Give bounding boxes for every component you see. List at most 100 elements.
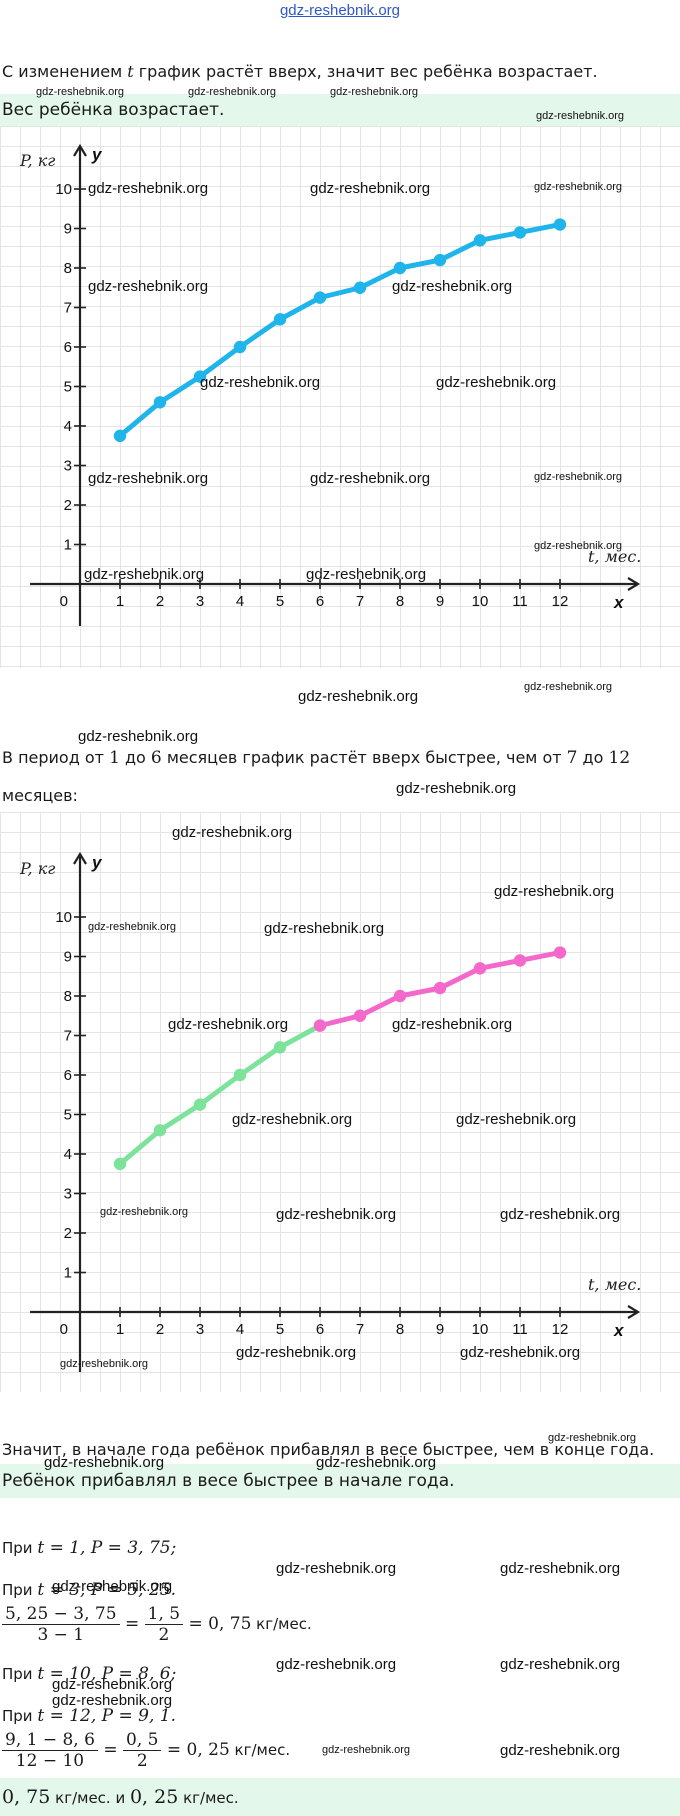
chart-2-container: 1 2 3 4 5 6 7 8 9 10 11 12 1 2 3 4 5 6 7 8 9 10 0 y P, кг x t, мес… xyxy=(0,812,680,1392)
origin-label: 0 xyxy=(60,593,68,610)
origin-label: 0 xyxy=(60,1321,68,1338)
period-c: месяцев график растёт вверх быстрее, чем… xyxy=(161,748,567,767)
calc-pri-4: При xyxy=(2,1707,38,1725)
series-line xyxy=(117,222,563,439)
watermark-text: gdz-reshebnik.org xyxy=(298,688,419,705)
res-2: = 0, 25 xyxy=(166,1740,230,1760)
x-tick-label: 4 xyxy=(236,593,244,610)
calc-pri-3: При xyxy=(2,1665,38,1683)
data-point xyxy=(553,218,567,231)
x-tick-label: 1 xyxy=(116,1321,124,1338)
x-tick-label: 2 xyxy=(156,593,164,610)
x-tick-label: 7 xyxy=(356,1321,364,1338)
data-point xyxy=(353,281,367,294)
data-point xyxy=(393,261,407,275)
x-tick-label: 12 xyxy=(552,1321,569,1338)
data-point xyxy=(273,313,287,326)
x-tick-label: 1 xyxy=(116,593,124,610)
intro-text: С изменением t график растёт вверх, знач… xyxy=(2,62,598,81)
res-1-unit: кг/мес. xyxy=(251,1615,312,1633)
y-tick-label: 7 xyxy=(64,1028,72,1045)
final-a: 0, 75 xyxy=(2,1786,51,1808)
intro-before: С изменением xyxy=(2,62,128,81)
watermark-text: gdz-reshebnik.org xyxy=(500,1656,621,1673)
final-c: 0, 25 xyxy=(129,1786,179,1808)
intro-after: график растёт вверх, значит вес ребёнка … xyxy=(133,62,598,81)
data-point xyxy=(433,981,447,995)
watermark-text: gdz-reshebnik.org xyxy=(78,728,199,745)
x-tick-label: 12 xyxy=(552,593,569,610)
watermark-text: gdz-reshebnik.org xyxy=(500,1742,621,1759)
frac-1b-num: 1, 5 xyxy=(144,1604,184,1625)
frac-1: 5, 25 − 3, 75 3 − 1 xyxy=(2,1604,120,1645)
watermark-text: gdz-reshebnik.org xyxy=(396,780,517,797)
data-point xyxy=(193,370,207,383)
calc-pri-2: При xyxy=(2,1581,38,1599)
data-point xyxy=(473,962,487,975)
y-tick-label: 1 xyxy=(64,537,72,554)
calc-line-3: При t = 10, P = 8, 6; xyxy=(2,1664,176,1684)
data-point xyxy=(153,396,167,409)
y-tick-label: 3 xyxy=(64,1186,72,1203)
frac-2-num: 9, 1 − 8, 6 xyxy=(2,1730,98,1751)
site-title-link[interactable]: gdz-reshebnik.org xyxy=(279,2,401,19)
conclusion-text: Значит, в начале года ребёнок прибавлял … xyxy=(2,1440,655,1459)
x-tick-label: 7 xyxy=(356,593,364,610)
y-tick-label: 4 xyxy=(64,1146,72,1163)
data-point xyxy=(153,1124,167,1137)
x-tick-label: 6 xyxy=(316,593,324,610)
x-tick-label: 10 xyxy=(472,593,489,610)
frac-2b-den: 2 xyxy=(136,1751,148,1771)
period-n12: 12 xyxy=(608,748,631,768)
period-n1: 1 xyxy=(109,748,120,768)
x-tick-label: 5 xyxy=(276,1321,284,1338)
y-tick-label: 5 xyxy=(64,1107,72,1124)
data-point xyxy=(313,1019,327,1032)
x-tick-label: 9 xyxy=(436,593,444,610)
data-point xyxy=(553,946,567,959)
data-point xyxy=(233,1068,247,1082)
period-n7: 7 xyxy=(566,748,578,768)
y-tick-label: 10 xyxy=(55,181,72,198)
data-point xyxy=(113,1157,127,1171)
frac-1-den: 3 − 1 xyxy=(37,1625,85,1645)
calc-pri-1: При xyxy=(2,1539,38,1557)
y-tick-label: 2 xyxy=(64,497,72,514)
answer-band-1: Вес ребёнка возрастает. xyxy=(0,94,680,126)
final-d: кг/мес. xyxy=(178,1789,239,1807)
y-tick-label: 9 xyxy=(64,221,72,238)
y-tick-label: 2 xyxy=(64,1225,72,1242)
eq-2: = xyxy=(103,1740,118,1760)
data-point xyxy=(353,1009,367,1022)
data-point xyxy=(513,954,527,967)
watermark-text: gdz-reshebnik.org xyxy=(276,1656,397,1673)
calc-math-3: t = 10, P = 8, 6; xyxy=(37,1664,177,1684)
period-text-line1: В период от 1 до 6 месяцев график растёт… xyxy=(2,748,630,768)
frac-1b-den: 2 xyxy=(158,1625,170,1645)
calc-line-1: При t = 1, P = 3, 75; xyxy=(2,1538,176,1558)
y-tick-label: 8 xyxy=(64,988,72,1005)
data-point xyxy=(273,1041,287,1054)
y-tick-label: 7 xyxy=(64,300,72,317)
frac-2-den: 12 − 10 xyxy=(15,1751,85,1771)
y-tick-label: 3 xyxy=(64,458,72,475)
chart-1-container: 1 2 3 4 5 6 7 8 9 10 11 12 1 2 3 4 5 6 7 8 9 10 0 y P, кг x t, мес… xyxy=(0,126,680,668)
x-tick-label: 10 xyxy=(472,1321,489,1338)
x-axis-letter: x xyxy=(613,593,625,612)
watermark-text: gdz-reshebnik.org xyxy=(276,1560,397,1577)
calc-math-4: t = 12, P = 9, 1. xyxy=(37,1706,176,1726)
watermark-text: gdz-reshebnik.org xyxy=(500,1560,621,1577)
final-b: кг/мес. и xyxy=(50,1789,130,1807)
answer-band-1-text: Вес ребёнка возрастает. xyxy=(2,100,225,120)
x-tick-label: 3 xyxy=(196,1321,204,1338)
calc-math-1: t = 1, P = 3, 75; xyxy=(37,1538,177,1558)
y-tick-label: 6 xyxy=(64,339,72,356)
frac-1-num: 5, 25 − 3, 75 xyxy=(2,1604,120,1625)
calc-math-2: t = 3, P = 5, 25. xyxy=(37,1580,176,1600)
y-axis-letter: y xyxy=(91,145,103,164)
x-axis-label: t, мес. xyxy=(588,547,641,566)
